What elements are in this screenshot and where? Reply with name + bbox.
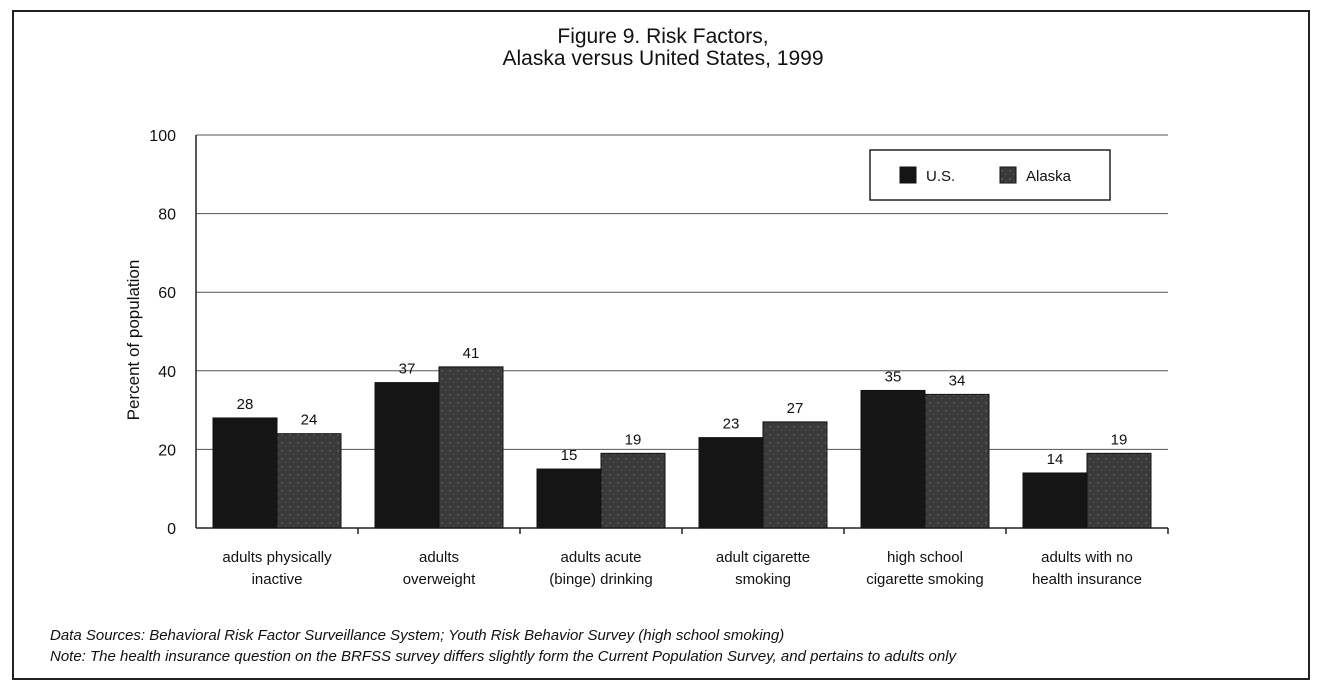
bar-layer xyxy=(213,367,1151,528)
data-label: 23 xyxy=(723,416,740,433)
data-label: 34 xyxy=(949,372,966,389)
y-tick-label: 100 xyxy=(149,128,176,145)
survey-note: Note: The health insurance question on t… xyxy=(50,648,956,665)
bar-alaska xyxy=(925,394,989,528)
data-label: 19 xyxy=(625,431,642,448)
bar-us xyxy=(699,438,763,528)
data-label: 27 xyxy=(787,400,804,417)
x-tick-label: cigarette smoking xyxy=(866,571,984,588)
x-tick-label: (binge) drinking xyxy=(549,571,652,588)
y-axis-label: Percent of population xyxy=(124,260,143,421)
data-sources-note: Data Sources: Behavioral Risk Factor Sur… xyxy=(50,627,784,644)
x-tick-label: health insurance xyxy=(1032,571,1142,588)
x-tick-label: overweight xyxy=(403,571,476,588)
x-tick-label: adults with no xyxy=(1041,549,1133,566)
data-label: 41 xyxy=(463,345,480,362)
data-label: 28 xyxy=(237,396,254,413)
x-tick-label: high school xyxy=(887,549,963,566)
bar-us xyxy=(213,418,277,528)
y-tick-label: 0 xyxy=(167,521,176,538)
x-tick-label: adults acute xyxy=(561,549,642,566)
bar-alaska xyxy=(277,434,341,528)
bar-alaska xyxy=(763,422,827,528)
bar-us xyxy=(537,469,601,528)
data-label: 14 xyxy=(1047,451,1064,468)
bar-alaska xyxy=(601,453,665,528)
data-label: 24 xyxy=(301,412,318,429)
y-tick-label: 20 xyxy=(158,442,176,459)
y-tick-label: 60 xyxy=(158,285,176,302)
legend-swatch xyxy=(1000,167,1016,183)
label-layer: 28 24 adults physically inactive 37 41 adults o… xyxy=(222,345,1142,588)
x-tick-label: inactive xyxy=(252,571,303,588)
x-tick-label: adults physically xyxy=(222,549,332,566)
bar-us xyxy=(1023,473,1087,528)
x-tick-label: smoking xyxy=(735,571,791,588)
legend-label: U.S. xyxy=(926,168,955,185)
bar-us xyxy=(375,383,439,528)
data-label: 19 xyxy=(1111,431,1128,448)
data-label: 37 xyxy=(399,361,416,378)
data-label: 35 xyxy=(885,368,902,385)
y-tick-label: 80 xyxy=(158,207,176,224)
bar-us xyxy=(861,390,925,528)
y-tick-label: 40 xyxy=(158,364,176,381)
bar-alaska xyxy=(439,367,503,528)
bar-alaska xyxy=(1087,453,1151,528)
legend-label: Alaska xyxy=(1026,168,1072,185)
legend: U.S. Alaska xyxy=(870,150,1110,200)
x-tick-label: adult cigarette xyxy=(716,549,810,566)
legend-swatch xyxy=(900,167,916,183)
x-tick-label: adults xyxy=(419,549,459,566)
data-label: 15 xyxy=(561,447,578,464)
